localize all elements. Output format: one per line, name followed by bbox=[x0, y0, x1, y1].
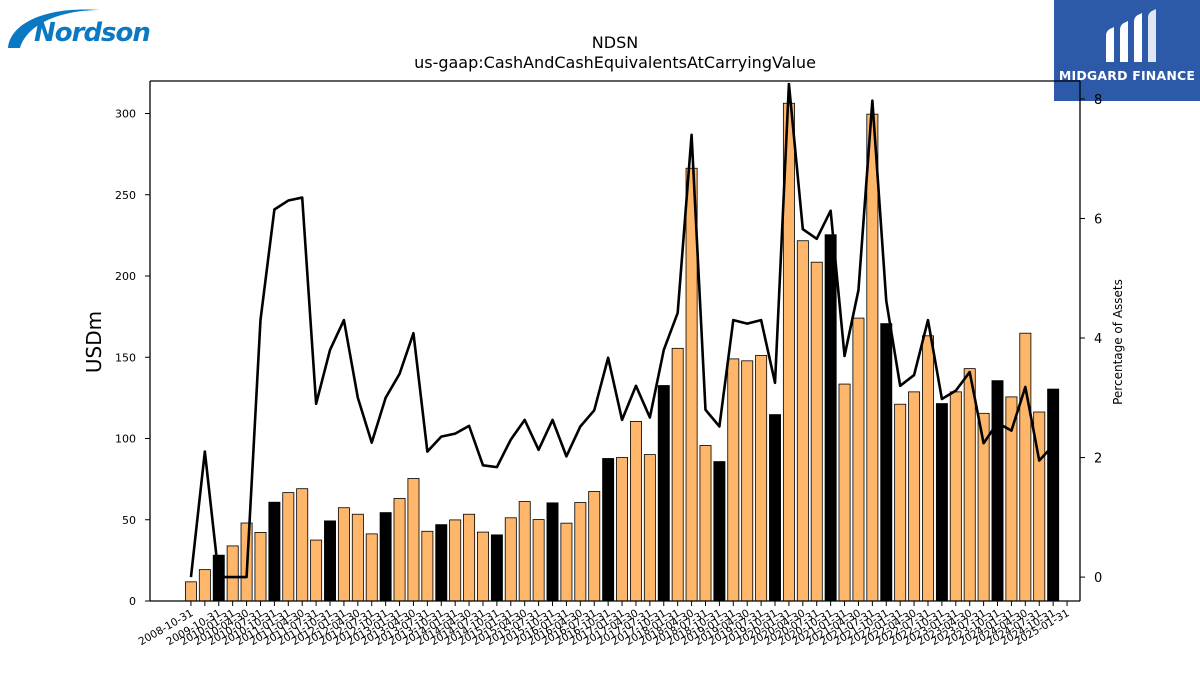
bar bbox=[226, 545, 239, 602]
bar bbox=[337, 507, 350, 602]
bar bbox=[629, 421, 642, 602]
y2-tick-label: 2 bbox=[1094, 452, 1102, 467]
nordson-logo-text: Nordson bbox=[34, 18, 151, 48]
nordson-logo: Nordson bbox=[4, 4, 151, 56]
y-tick-label: 250 bbox=[115, 189, 136, 202]
y-tick-label: 0 bbox=[129, 595, 136, 608]
chart-title: NDSN bbox=[591, 33, 639, 52]
bar bbox=[755, 355, 768, 602]
midgard-emblem-icon bbox=[1106, 9, 1156, 62]
bar bbox=[713, 461, 726, 602]
bar bbox=[616, 457, 629, 602]
bar bbox=[296, 488, 309, 602]
bar bbox=[741, 360, 754, 602]
bar bbox=[407, 478, 420, 602]
bar bbox=[282, 492, 295, 602]
chart-subtitle: us-gaap:CashAndCashEquivalentsAtCarrying… bbox=[414, 53, 816, 72]
bar bbox=[935, 403, 948, 602]
y-tick-label: 100 bbox=[115, 433, 136, 446]
bar bbox=[393, 498, 406, 602]
bar bbox=[463, 513, 476, 602]
bar bbox=[671, 347, 684, 602]
y2-tick-label: 6 bbox=[1094, 212, 1102, 227]
bar bbox=[769, 414, 781, 602]
y2-tick-label: 4 bbox=[1094, 332, 1102, 347]
bar bbox=[379, 512, 392, 602]
bar bbox=[504, 517, 517, 602]
bar bbox=[602, 458, 615, 602]
bar bbox=[1019, 332, 1032, 602]
bar bbox=[949, 391, 962, 602]
y2-tick-label: 0 bbox=[1094, 571, 1102, 586]
bar bbox=[838, 383, 851, 602]
bar bbox=[449, 519, 462, 602]
bar bbox=[518, 501, 531, 602]
y2-tick-label: 8 bbox=[1094, 93, 1102, 108]
bar bbox=[477, 531, 489, 602]
bar bbox=[991, 380, 1004, 602]
bar bbox=[588, 491, 601, 602]
bar bbox=[852, 317, 865, 602]
bar bbox=[1047, 388, 1060, 602]
bar bbox=[810, 261, 823, 602]
bar bbox=[894, 403, 907, 602]
bar bbox=[310, 539, 323, 602]
bar bbox=[657, 385, 670, 602]
y-tick-label: 50 bbox=[122, 514, 136, 527]
bar bbox=[421, 530, 434, 602]
bar bbox=[908, 391, 921, 602]
bar bbox=[824, 234, 837, 602]
midgard-finance-text: MIDGARD FINANCE bbox=[1058, 68, 1196, 83]
y-tick-label: 150 bbox=[115, 351, 136, 364]
nordson-swoosh-icon bbox=[8, 9, 100, 48]
bar bbox=[922, 335, 934, 602]
bar bbox=[546, 502, 559, 602]
axes-layer: 050100150200250300024682008-10-312009-10… bbox=[115, 80, 1102, 648]
bar bbox=[184, 581, 197, 602]
bar bbox=[532, 519, 545, 602]
bar bbox=[963, 368, 976, 602]
bar bbox=[796, 240, 809, 602]
percentage-line bbox=[189, 82, 1055, 579]
bar bbox=[643, 454, 656, 602]
bar bbox=[324, 520, 336, 602]
bar bbox=[198, 569, 211, 602]
bar bbox=[866, 113, 879, 602]
bar bbox=[435, 524, 448, 602]
bar bbox=[880, 323, 893, 602]
bar bbox=[574, 502, 587, 602]
bar bbox=[560, 522, 573, 602]
y-tick-label: 200 bbox=[115, 270, 136, 283]
line-layer bbox=[189, 82, 1055, 579]
bars-layer bbox=[184, 102, 1060, 602]
bar bbox=[268, 501, 281, 602]
y-tick-label: 300 bbox=[115, 108, 136, 121]
bar bbox=[699, 445, 712, 602]
bar bbox=[490, 534, 503, 602]
bar bbox=[254, 532, 267, 602]
bar bbox=[727, 358, 740, 602]
midgard-finance-logo: MIDGARD FINANCE bbox=[1054, 0, 1200, 101]
bar bbox=[365, 533, 378, 602]
bar bbox=[351, 513, 364, 602]
